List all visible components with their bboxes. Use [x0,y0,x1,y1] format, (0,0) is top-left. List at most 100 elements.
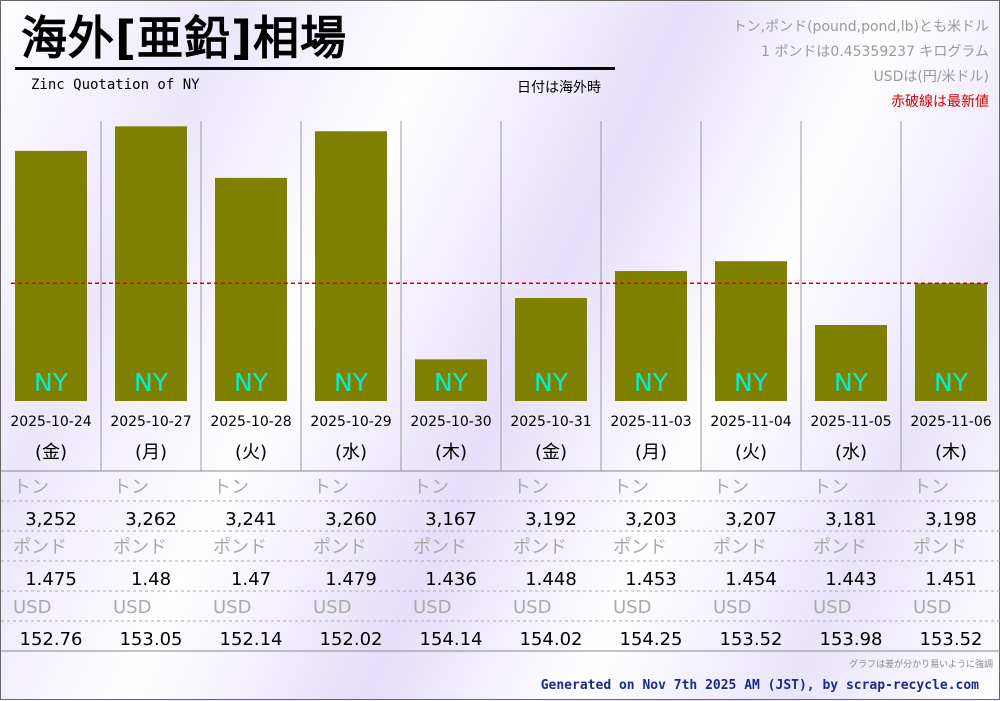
footnote: グラフは差が分かり易いように強調 [849,660,993,670]
chart-subtitle: Zinc Quotation of NY [31,77,200,93]
x-tick-date: 2025-10-30 [410,414,491,430]
bar-market-label: NY [34,368,69,397]
table-row-label: USD [213,597,251,618]
table-cell: 154.25 [620,629,683,650]
x-tick-weekday: (火) [735,442,767,463]
table-cell: 153.52 [720,629,783,650]
x-tick-date: 2025-10-28 [210,414,291,430]
bar-market-label: NY [734,368,769,397]
x-tick-weekday: (金) [35,442,67,463]
bar [515,298,587,401]
bar-market-label: NY [834,368,869,397]
table-cell: 3,207 [725,509,777,530]
table-cell: 1.47 [231,569,271,590]
note-pound: 1 ポンドは0.45359237 キログラム [760,44,989,60]
table-row-label: USD [413,597,451,618]
x-tick-weekday: (月) [635,442,667,463]
table-cell: 1.453 [625,569,677,590]
x-tick-date: 2025-11-06 [910,414,991,430]
table-row-label: ポンド [413,537,467,558]
x-tick-date: 2025-11-05 [810,414,891,430]
bar-market-label: NY [434,368,469,397]
bar-market-label: NY [634,368,669,397]
table-row-label: ポンド [113,537,167,558]
bar-market-label: NY [534,368,569,397]
table-cell: 153.05 [120,629,183,650]
table-row-label: ポンド [13,537,67,558]
bar-market-label: NY [134,368,169,397]
table-cell: 3,241 [225,509,277,530]
table-cell: 3,192 [525,509,577,530]
table-cell: 1.448 [525,569,577,590]
bar [315,131,387,401]
bar-market-label: NY [334,368,369,397]
bar [915,283,987,401]
table-cell: 1.475 [25,569,77,590]
bar [615,271,687,401]
page-title: 海外[亜鉛]相場 [21,11,348,65]
table-cell: 3,252 [25,509,77,530]
note-units: トン,ポンド(pound,pond,lb)とも米ドル [732,19,989,35]
footer-credit: Generated on Nov 7th 2025 AM (JST), by s… [540,678,979,693]
table-cell: 153.52 [920,629,983,650]
table-cell: 3,260 [325,509,377,530]
table-row-label: ポンド [613,537,667,558]
table-row-label: トン [613,477,649,498]
bar [715,261,787,401]
table-row-label: トン [13,477,49,498]
table-row-label: トン [313,477,349,498]
bar [415,359,487,401]
table-row-label: トン [513,477,549,498]
table-row-label: トン [113,477,149,498]
table-row-label: USD [713,597,751,618]
table-cell: 1.454 [725,569,777,590]
table-cell: 1.451 [925,569,977,590]
note-latest-line: 赤破線は最新値 [891,94,989,110]
table-cell: 3,181 [825,509,877,530]
table-row-label: USD [613,597,651,618]
table-cell: 1.48 [131,569,171,590]
table-row-label: ポンド [313,537,367,558]
table-row-label: ポンド [913,537,967,558]
table-row-label: トン [213,477,249,498]
x-tick-date: 2025-10-27 [110,414,191,430]
table-row-label: トン [713,477,749,498]
table-row-label: トン [413,477,449,498]
table-cell: 3,203 [625,509,677,530]
note-usd: USDは(円/米ドル) [873,69,989,85]
table-row-label: USD [813,597,851,618]
table-row-label: USD [13,597,51,618]
table-cell: 1.443 [825,569,877,590]
table-row-label: ポンド [713,537,767,558]
table-cell: 154.14 [420,629,483,650]
bar [815,324,887,401]
table-row-label: USD [513,597,551,618]
table-cell: 154.02 [520,629,583,650]
x-tick-weekday: (金) [535,442,567,463]
table-row-label: トン [913,477,949,498]
x-tick-weekday: (木) [935,442,967,463]
bar [15,150,87,401]
table-row-label: USD [313,597,351,618]
x-tick-date: 2025-10-31 [510,414,591,430]
table-cell: 3,167 [425,509,477,530]
table-cell: 3,262 [125,509,177,530]
table-row-label: USD [113,597,151,618]
table-cell: 1.479 [325,569,377,590]
x-tick-weekday: (火) [235,442,267,463]
date-note: 日付は海外時 [517,80,601,96]
table-row-label: ポンド [513,537,567,558]
table-row-label: ポンド [213,537,267,558]
x-tick-date: 2025-11-03 [610,414,691,430]
table-cell: 152.14 [220,629,283,650]
x-tick-date: 2025-11-04 [710,414,791,430]
x-tick-weekday: (水) [335,442,367,463]
bar [215,177,287,401]
notes-box: トン,ポンド(pound,pond,lb)とも米ドル 1 ポンドは0.45359… [733,15,989,115]
table-cell: 3,198 [925,509,977,530]
x-tick-weekday: (水) [835,442,867,463]
table-cell: 153.98 [820,629,883,650]
x-tick-weekday: (月) [135,442,167,463]
x-tick-date: 2025-10-24 [10,414,91,430]
